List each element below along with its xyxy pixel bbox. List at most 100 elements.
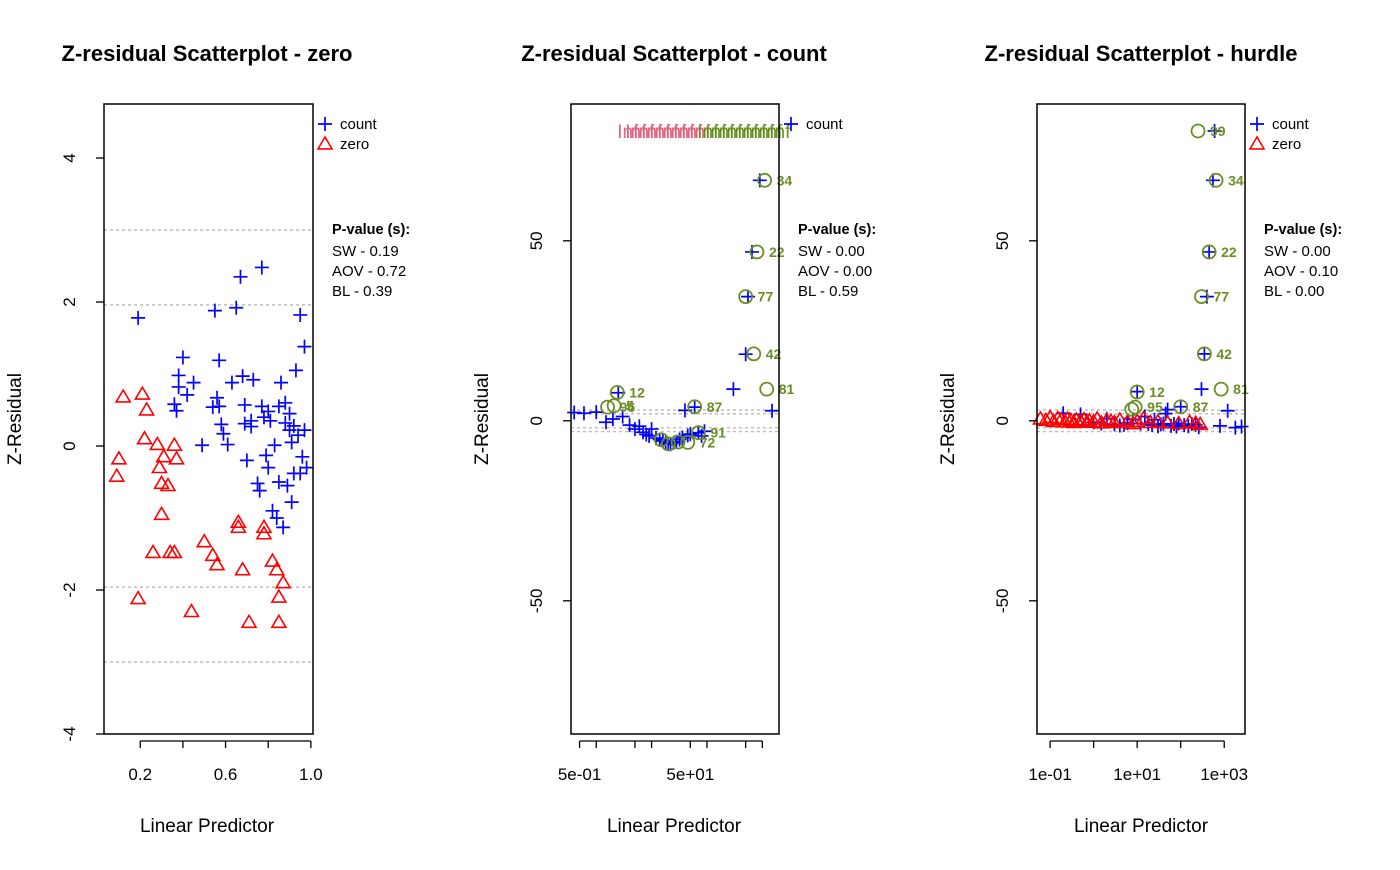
outlier-marker <box>1129 384 1145 400</box>
panel-count: Z-residual Scatterplot - countInfInfInfI… <box>472 41 876 837</box>
count-point <box>687 400 702 415</box>
y-tick-label: 2 <box>60 297 79 306</box>
count-point <box>284 495 299 510</box>
count-point <box>605 412 620 426</box>
count-point <box>1234 419 1249 434</box>
outlier-marker <box>1127 399 1143 415</box>
pvalue-line: SW - 0.00 <box>1264 243 1331 260</box>
count-point <box>171 379 186 394</box>
outlier-marker <box>1213 381 1229 397</box>
count-point <box>263 413 278 428</box>
count-point <box>280 478 295 493</box>
count-point <box>282 406 297 421</box>
y-tick-label: 0 <box>60 441 79 450</box>
count-point <box>1202 244 1217 259</box>
count-point <box>167 397 182 412</box>
legend-plus-icon <box>318 117 332 131</box>
count-point <box>239 453 254 468</box>
pvalue-line: AOV - 0.72 <box>332 263 406 280</box>
count-point <box>186 375 201 390</box>
y-axis-label: Z-Residual <box>472 373 493 465</box>
zero-point <box>108 467 126 482</box>
x-axis-label: Linear Predictor <box>140 816 275 837</box>
pvalue-line: BL - 0.39 <box>332 283 392 300</box>
count-point <box>210 390 225 405</box>
outlier-label: 12 <box>1149 384 1165 400</box>
y-tick-label: -50 <box>993 589 1012 614</box>
y-tick-label: 4 <box>60 153 79 162</box>
count-point <box>1228 420 1243 435</box>
count-point <box>271 399 286 414</box>
y-tick-label: 0 <box>993 416 1012 425</box>
zero-point <box>1041 408 1059 424</box>
y-tick-label: -4 <box>60 726 79 741</box>
infinite-residual-label: Inf <box>713 122 735 143</box>
zero-point <box>240 613 258 629</box>
count-point <box>297 423 312 438</box>
x-tick-label: 1e-01 <box>1028 765 1071 784</box>
zero-point <box>1191 415 1209 431</box>
zero-point <box>1128 412 1146 428</box>
outlier-label: 95 <box>1147 399 1163 415</box>
zero-point <box>129 590 147 605</box>
zero-point <box>1106 414 1123 429</box>
legend-label: count <box>1272 116 1310 133</box>
pvalue-line: BL - 0.59 <box>798 283 858 300</box>
outlier-label: 87 <box>1193 399 1209 415</box>
infinite-residual-label: Inf <box>769 122 791 143</box>
count-point <box>615 409 630 424</box>
count-point <box>271 475 286 489</box>
count-point <box>644 422 659 437</box>
zero-point <box>234 561 252 576</box>
count-point <box>259 448 274 463</box>
count-point <box>274 375 289 390</box>
panel-zero: Z-residual Scatterplot - zero 4 2 0 -2 -4 0.2 0… <box>5 41 410 837</box>
count-point <box>235 369 250 384</box>
count-point <box>1197 346 1212 361</box>
zero-point <box>1159 414 1176 429</box>
count-point <box>212 353 227 368</box>
zero-point <box>1135 410 1152 425</box>
count-point <box>299 460 314 475</box>
outlier-label: 96 <box>620 399 636 415</box>
zero-point <box>168 450 185 465</box>
zero-point <box>1056 413 1074 428</box>
infinite-residual-label: Inf <box>753 122 775 143</box>
count-point <box>278 415 293 430</box>
count-point <box>261 404 276 419</box>
zero-point <box>151 459 168 474</box>
count-point <box>180 387 195 402</box>
plot-frame <box>103 103 314 735</box>
plot-frame <box>1036 103 1246 735</box>
y-tick-label: -50 <box>527 589 546 614</box>
count-point <box>252 483 267 498</box>
zero-point <box>270 588 288 603</box>
outlier-label: 22 <box>769 244 785 260</box>
outlier-marker <box>1201 244 1217 260</box>
pvalues-heading: P-value (s): <box>332 222 410 238</box>
count-point <box>237 397 252 412</box>
zero-point <box>1085 413 1103 428</box>
zero-point <box>1092 414 1110 429</box>
zero-point <box>165 436 183 451</box>
x-axis-label: Linear Predictor <box>1074 816 1209 837</box>
legend-triangle-icon <box>316 135 334 150</box>
zero-point <box>264 552 281 567</box>
count-point <box>254 260 269 275</box>
outlier-label: 34 <box>777 172 793 188</box>
outlier-marker <box>680 434 696 450</box>
infinite-residual-label: Inf <box>641 122 663 143</box>
count-point <box>261 460 276 475</box>
zero-point <box>204 546 222 562</box>
zero-point <box>255 518 273 534</box>
count-point <box>284 435 299 450</box>
y-tick-label: -2 <box>60 582 79 597</box>
zero-point <box>1049 410 1067 425</box>
zero-point <box>255 525 273 540</box>
count-point <box>691 425 706 440</box>
zero-point <box>1059 410 1076 426</box>
outlier-label: 99 <box>1210 123 1226 139</box>
zero-point <box>1149 413 1167 428</box>
zero-point <box>1098 411 1116 427</box>
